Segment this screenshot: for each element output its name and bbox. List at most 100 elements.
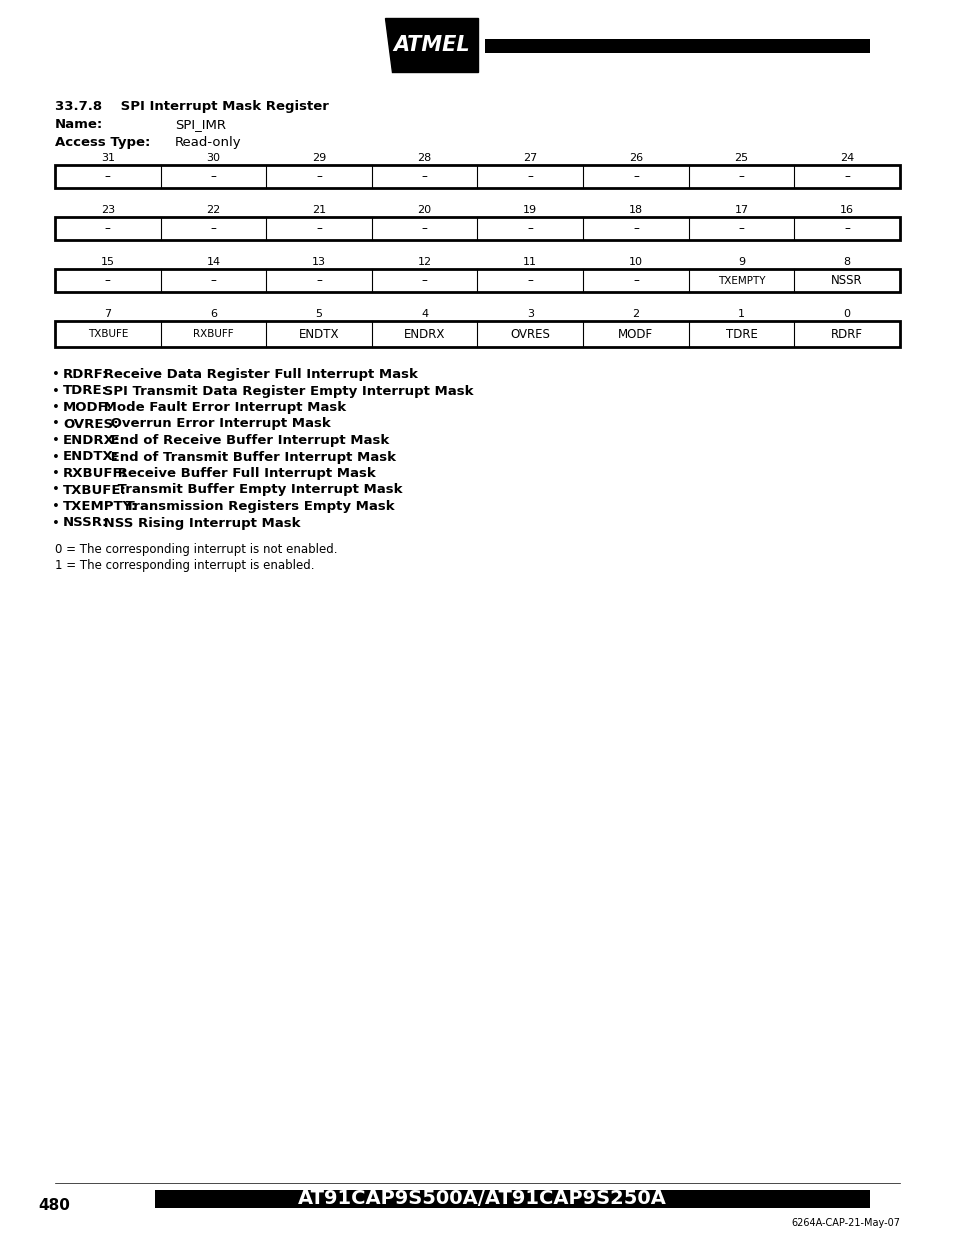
Text: 30: 30 — [206, 153, 220, 163]
Bar — [55, 269, 899, 291]
Text: ENDRX:: ENDRX: — [63, 433, 120, 447]
Bar — [55, 321, 899, 347]
Text: RDRF:: RDRF: — [63, 368, 109, 382]
Text: 9: 9 — [738, 257, 744, 267]
Text: 8: 8 — [842, 257, 850, 267]
Text: 6264A-CAP-21-May-07: 6264A-CAP-21-May-07 — [790, 1218, 899, 1228]
Text: 5: 5 — [315, 309, 322, 319]
Text: –: – — [843, 170, 849, 183]
Text: MODF:: MODF: — [63, 401, 112, 414]
Text: Mode Fault Error Interrupt Mask: Mode Fault Error Interrupt Mask — [99, 401, 346, 414]
Text: Transmission Registers Empty Mask: Transmission Registers Empty Mask — [120, 500, 394, 513]
Text: Receive Buffer Full Interrupt Mask: Receive Buffer Full Interrupt Mask — [113, 467, 375, 480]
Text: OVRES:: OVRES: — [63, 417, 118, 431]
Text: ®: ® — [468, 65, 475, 70]
Text: 21: 21 — [312, 205, 326, 215]
Text: TXBUFE: TXBUFE — [88, 329, 128, 338]
Text: 10: 10 — [628, 257, 642, 267]
Text: 19: 19 — [522, 205, 537, 215]
Text: 14: 14 — [206, 257, 220, 267]
Text: 22: 22 — [206, 205, 220, 215]
Text: 15: 15 — [101, 257, 114, 267]
Text: Receive Data Register Full Interrupt Mask: Receive Data Register Full Interrupt Mas… — [99, 368, 417, 382]
Text: TXBUFE:: TXBUFE: — [63, 483, 127, 496]
Text: •: • — [52, 467, 60, 480]
Text: 25: 25 — [734, 153, 748, 163]
Text: 31: 31 — [101, 153, 114, 163]
Text: 0 = The corresponding interrupt is not enabled.: 0 = The corresponding interrupt is not e… — [55, 543, 337, 556]
Text: Access Type:: Access Type: — [55, 136, 151, 149]
Text: –: – — [421, 274, 427, 287]
Text: •: • — [52, 433, 60, 447]
Text: –: – — [315, 274, 322, 287]
Text: NSS Rising Interrupt Mask: NSS Rising Interrupt Mask — [99, 516, 300, 530]
Bar — [55, 217, 899, 240]
Text: –: – — [105, 274, 111, 287]
Text: ATMEL: ATMEL — [394, 35, 470, 56]
Text: 11: 11 — [523, 257, 537, 267]
Text: NSSR: NSSR — [830, 274, 862, 287]
Bar — [484, 40, 869, 53]
Text: –: – — [738, 222, 743, 235]
Text: –: – — [315, 222, 322, 235]
Text: TXEMPTY:: TXEMPTY: — [63, 500, 137, 513]
Text: –: – — [527, 170, 533, 183]
Text: •: • — [52, 451, 60, 463]
Text: TDRE: TDRE — [725, 327, 757, 341]
Text: –: – — [211, 274, 216, 287]
Bar — [55, 165, 899, 188]
Text: End of Receive Buffer Interrupt Mask: End of Receive Buffer Interrupt Mask — [106, 433, 389, 447]
Text: •: • — [52, 516, 60, 530]
Text: ENDRX: ENDRX — [403, 327, 445, 341]
Text: RXBUFF:: RXBUFF: — [63, 467, 127, 480]
Text: –: – — [527, 274, 533, 287]
Text: 18: 18 — [628, 205, 642, 215]
Text: 23: 23 — [101, 205, 114, 215]
Bar — [154, 1191, 869, 1208]
Text: 24: 24 — [840, 153, 854, 163]
Text: 6: 6 — [210, 309, 216, 319]
Text: –: – — [421, 222, 427, 235]
Text: 26: 26 — [628, 153, 642, 163]
Text: 1: 1 — [738, 309, 744, 319]
Text: TDRE:: TDRE: — [63, 384, 108, 398]
Text: 2: 2 — [632, 309, 639, 319]
Text: –: – — [633, 170, 639, 183]
Text: •: • — [52, 368, 60, 382]
Text: –: – — [738, 170, 743, 183]
Text: •: • — [52, 483, 60, 496]
Text: ENDTX:: ENDTX: — [63, 451, 119, 463]
Text: SPI_IMR: SPI_IMR — [174, 119, 226, 131]
Text: SPI Transmit Data Register Empty Interrupt Mask: SPI Transmit Data Register Empty Interru… — [99, 384, 473, 398]
Text: 4: 4 — [420, 309, 428, 319]
Text: 12: 12 — [417, 257, 432, 267]
Text: 13: 13 — [312, 257, 326, 267]
Text: 480: 480 — [38, 1198, 70, 1213]
Text: –: – — [211, 170, 216, 183]
Text: Overrun Error Interrupt Mask: Overrun Error Interrupt Mask — [106, 417, 331, 431]
Text: TXEMPTY: TXEMPTY — [717, 275, 764, 285]
Text: 20: 20 — [417, 205, 432, 215]
Text: •: • — [52, 417, 60, 431]
Text: RXBUFF: RXBUFF — [193, 329, 233, 338]
Text: –: – — [527, 222, 533, 235]
Text: –: – — [315, 170, 322, 183]
Text: •: • — [52, 401, 60, 414]
Text: –: – — [843, 222, 849, 235]
Text: NSSR:: NSSR: — [63, 516, 109, 530]
Text: –: – — [421, 170, 427, 183]
Polygon shape — [385, 19, 477, 72]
Text: 7: 7 — [104, 309, 112, 319]
Text: Name:: Name: — [55, 119, 103, 131]
Text: 16: 16 — [840, 205, 853, 215]
Text: Transmit Buffer Empty Interrupt Mask: Transmit Buffer Empty Interrupt Mask — [113, 483, 402, 496]
Text: MODF: MODF — [618, 327, 653, 341]
Text: •: • — [52, 500, 60, 513]
Text: –: – — [105, 222, 111, 235]
Text: –: – — [633, 222, 639, 235]
Text: RDRF: RDRF — [830, 327, 862, 341]
Text: 28: 28 — [417, 153, 432, 163]
Text: Read-only: Read-only — [174, 136, 241, 149]
Text: –: – — [105, 170, 111, 183]
Text: •: • — [52, 384, 60, 398]
